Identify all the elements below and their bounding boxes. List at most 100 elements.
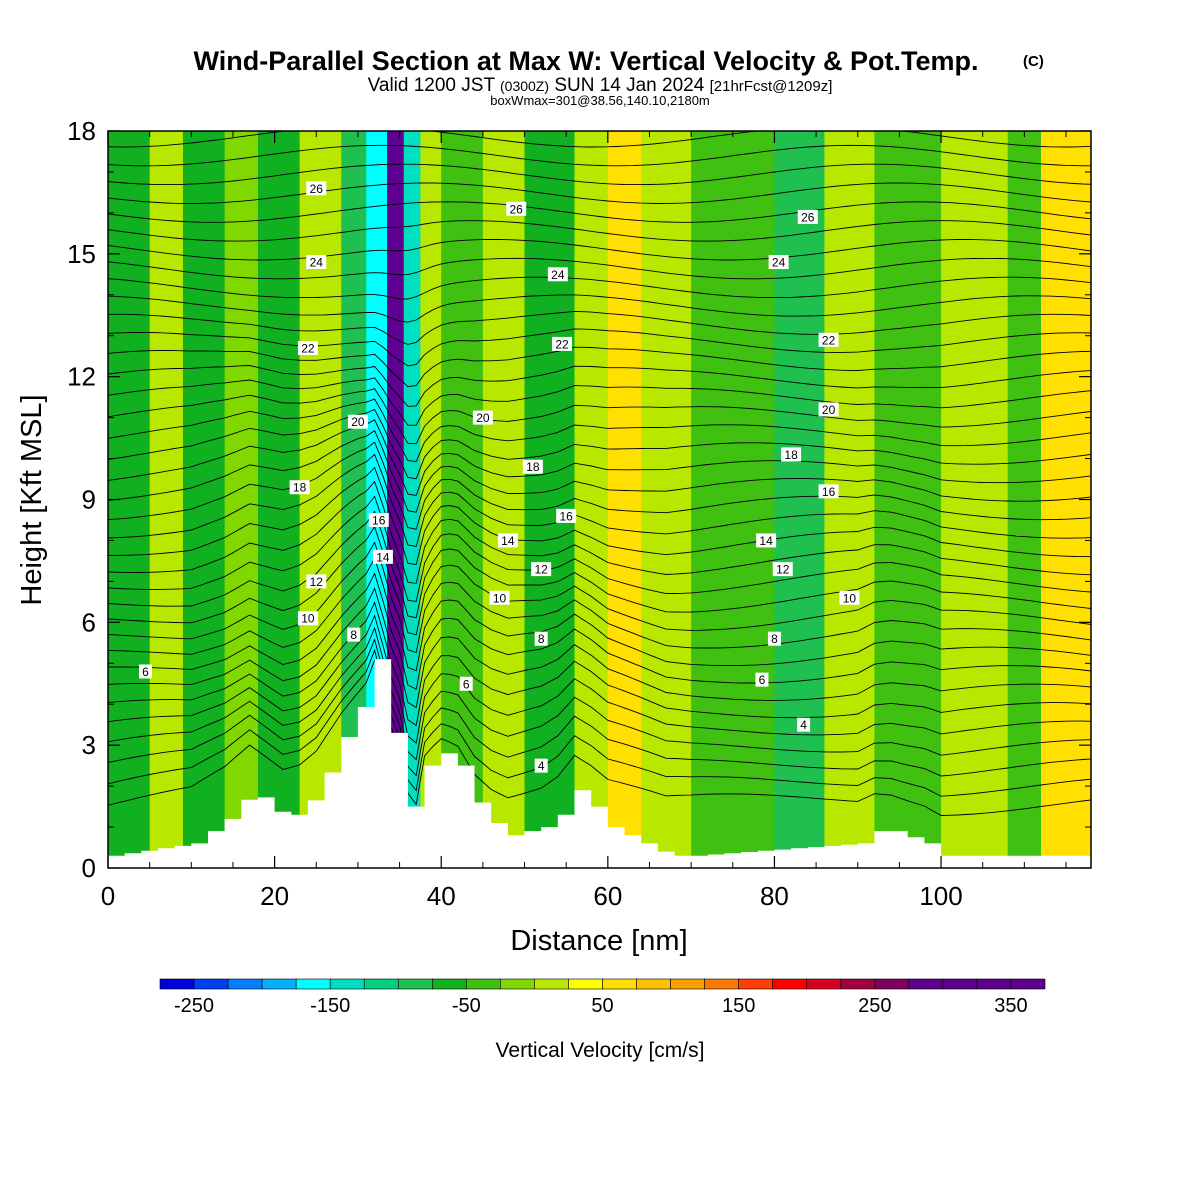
w-band-19 xyxy=(824,131,876,868)
colorbar-tick-label: 350 xyxy=(994,995,1027,1017)
x-tick-label: 80 xyxy=(760,881,789,911)
contour-label-8: 8 xyxy=(767,631,781,646)
isentrope-15 xyxy=(108,453,1091,548)
colorbar-swatch xyxy=(874,978,910,990)
colorbar-swatch xyxy=(466,978,501,990)
contour-label-24: 24 xyxy=(547,267,568,282)
contour-label-22: 22 xyxy=(297,341,318,356)
y-tick-label: 9 xyxy=(82,485,96,515)
contour-label-text: 24 xyxy=(310,256,324,270)
y-tick-label: 0 xyxy=(82,853,96,883)
colorbar-swatch xyxy=(772,978,808,990)
y-tick-label: 6 xyxy=(82,607,96,637)
colorbar-label: Vertical Velocity [cm/s] xyxy=(496,1039,705,1062)
y-tick-label: 15 xyxy=(67,239,96,269)
contour-label-26: 26 xyxy=(797,209,818,224)
w-band-5 xyxy=(299,131,342,868)
contour-label-text: 26 xyxy=(510,202,524,216)
y-tick-label: 18 xyxy=(67,116,96,146)
contour-label-18: 18 xyxy=(522,459,543,474)
contour-label-text: 6 xyxy=(759,673,766,687)
colorbar-swatch xyxy=(329,978,365,990)
colorbar-tick-label: -150 xyxy=(310,995,350,1017)
contour-label-text: 20 xyxy=(822,403,836,417)
isentrope-26 xyxy=(108,310,1091,345)
w-band-11 xyxy=(441,131,484,868)
colorbar-tick-label: 50 xyxy=(591,995,613,1017)
isentrope-12 xyxy=(108,495,1091,603)
colorbar-swatch xyxy=(1010,978,1046,990)
w-band-18 xyxy=(774,131,826,868)
contour-label-12: 12 xyxy=(531,562,552,577)
colorbar-tick-label: 250 xyxy=(858,995,891,1017)
contour-label-18: 18 xyxy=(289,480,310,495)
contour-label-text: 8 xyxy=(538,632,545,646)
isentrope-11 xyxy=(108,510,1091,619)
contour-label-16: 16 xyxy=(818,484,839,499)
contour-label-20: 20 xyxy=(472,410,493,425)
colorbar-swatch xyxy=(976,978,1012,990)
contour-label-10: 10 xyxy=(297,611,318,626)
contour-label-6: 6 xyxy=(459,676,473,691)
contour-label-text: 14 xyxy=(759,534,773,548)
y-axis-label: Height [Kft MSL] xyxy=(16,394,48,605)
contour-label-16: 16 xyxy=(368,512,389,527)
contour-label-text: 16 xyxy=(559,509,573,523)
contour-label-text: 26 xyxy=(801,210,815,224)
contour-label-22: 22 xyxy=(818,332,839,347)
x-tick-label: 60 xyxy=(593,881,622,911)
colorbar-swatch xyxy=(261,978,297,990)
colorbar-swatch xyxy=(636,978,671,990)
terrain-fill xyxy=(108,659,1091,868)
isentrope-33 xyxy=(108,182,1091,204)
contour-label-20: 20 xyxy=(818,402,839,417)
isentrope-25 xyxy=(108,328,1091,367)
contour-label-10: 10 xyxy=(839,590,860,605)
contour-label-text: 6 xyxy=(142,665,149,679)
w-band-22 xyxy=(1007,131,1042,868)
isentrope-5 xyxy=(108,601,1091,727)
isentrope-21 xyxy=(108,388,1091,445)
w-band-10 xyxy=(420,131,442,868)
x-axis-label: Distance [nm] xyxy=(510,925,687,957)
isentrope-1 xyxy=(108,648,1091,797)
isentrope-7 xyxy=(108,572,1091,690)
w-band-14 xyxy=(574,131,609,868)
colorbar-swatch xyxy=(295,978,331,990)
w-band-2 xyxy=(182,131,226,868)
terrain xyxy=(108,659,1091,868)
isentrope-16 xyxy=(108,441,1091,530)
contour-label-20: 20 xyxy=(347,414,368,429)
contour-label-text: 12 xyxy=(535,563,549,577)
isentrope-4 xyxy=(108,614,1091,744)
colorbar-swatch xyxy=(363,978,399,990)
contour-label-text: 12 xyxy=(310,575,324,589)
contour-label-8: 8 xyxy=(347,627,361,642)
plot-area: 26 24 22 20 18 16 14 12 10 8 6 26 24 22 20 18 16 14 12 10 8 6… xyxy=(108,131,1091,868)
isentrope-14 xyxy=(108,466,1091,566)
contour-label-14: 14 xyxy=(756,533,777,548)
colorbar-swatch xyxy=(704,978,739,990)
contour-label-8: 8 xyxy=(534,631,548,646)
contour-label-text: 20 xyxy=(476,411,490,425)
isentrope-34 xyxy=(108,163,1091,186)
contour-label-14: 14 xyxy=(372,549,393,564)
isentrope-13 xyxy=(108,480,1091,584)
contour-label-text: 18 xyxy=(784,448,798,462)
contour-label-text: 24 xyxy=(551,268,565,282)
isentrope-20 xyxy=(108,398,1091,462)
isentrope-23 xyxy=(108,365,1091,407)
contour-label-6: 6 xyxy=(138,664,152,679)
valid-time-line: Valid 1200 JST (0300Z) SUN 14 Jan 2024 [… xyxy=(368,75,833,96)
box-wmax-line: boxWmax=301@38.56,140.10,2180m xyxy=(490,93,710,108)
contour-label-text: 4 xyxy=(800,718,807,732)
y-axis: 0 3 6 9 12 15 18 xyxy=(67,116,1091,883)
w-band-20 xyxy=(874,131,942,868)
isentrope-3 xyxy=(108,626,1091,761)
colorbar-tick-labels: -250 -150 -50 50 150 250 350 xyxy=(174,995,1028,1017)
contour-label-4: 4 xyxy=(797,717,811,732)
isentrope-19 xyxy=(108,408,1091,480)
isentrope-10 xyxy=(108,525,1091,636)
contour-label-text: 18 xyxy=(293,481,307,495)
